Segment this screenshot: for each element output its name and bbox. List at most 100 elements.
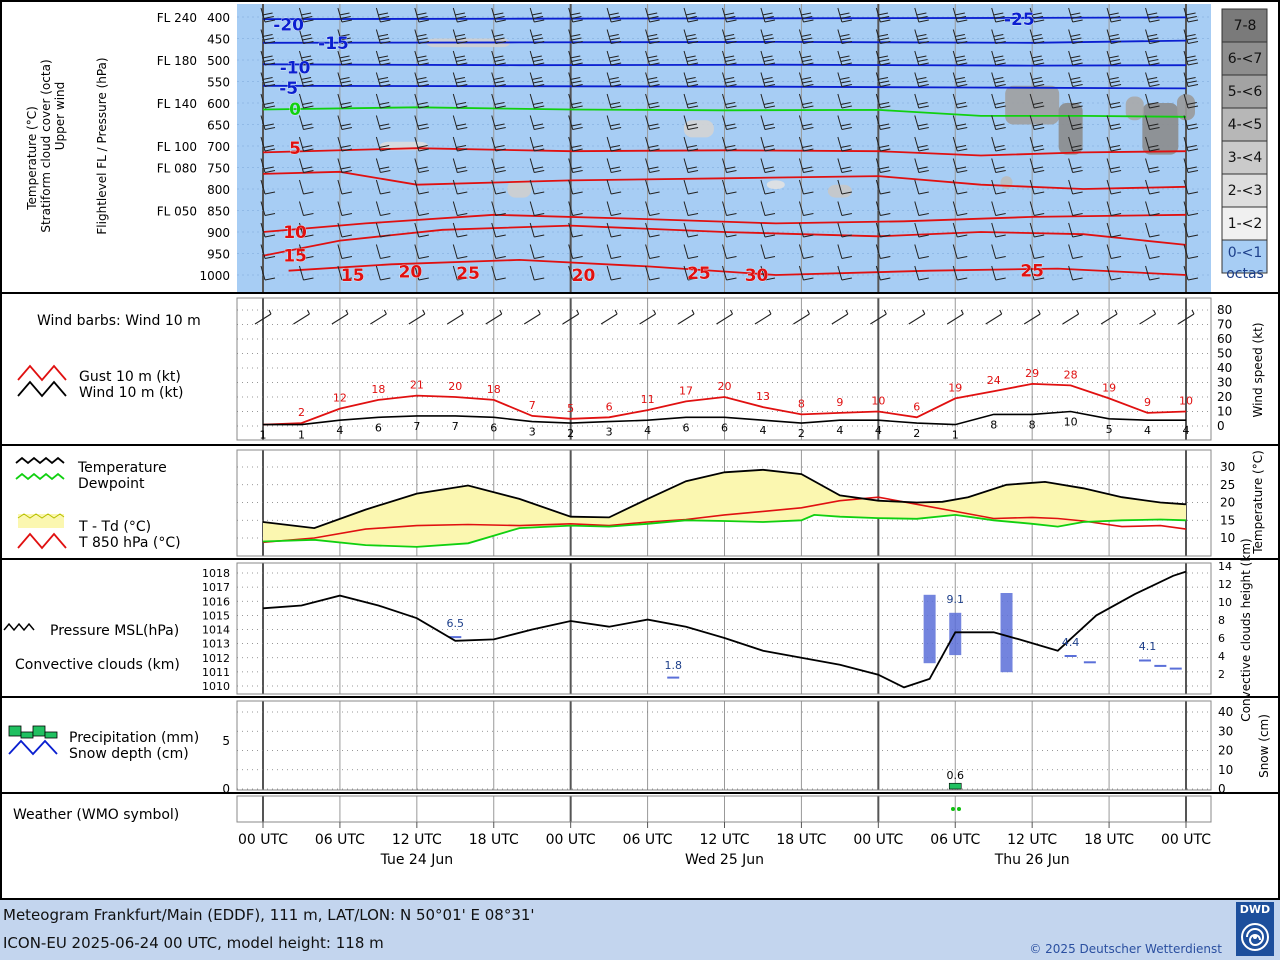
wind-value-label: 6: [683, 421, 690, 434]
upper-wind-barb: [914, 72, 929, 87]
pressure-level-label: 900: [207, 226, 230, 240]
upper-wind-barb: [568, 136, 583, 152]
upper-wind-barb: [1068, 179, 1083, 195]
isotherm-line: [262, 84, 1187, 90]
upper-wind-barb: [414, 136, 429, 152]
upper-wind-barb: [722, 72, 737, 87]
isotherm-line: [288, 258, 1187, 276]
gust-value-label: 5: [567, 402, 574, 415]
isotherm-label: 20: [572, 266, 596, 286]
wind-value-label: 10: [1064, 416, 1078, 429]
upper-wind-barb: [1106, 222, 1122, 238]
upper-wind-barb: [452, 7, 468, 23]
upper-wind-barb: [722, 93, 737, 109]
upper-wind-barb: [952, 244, 968, 259]
upper-wind-barb: [1068, 265, 1083, 281]
upper-wind-barb: [914, 244, 929, 259]
temperature-axis: 10 15 20 25 30: [1220, 460, 1235, 545]
cloud-scale-cell: [1221, 140, 1268, 175]
upper-wind-barb: [491, 201, 506, 216]
day-label: Thu 26 Jun: [994, 852, 1070, 868]
pressure-level-label: 800: [207, 183, 230, 197]
upper-wind-barb: [260, 201, 276, 216]
wind-value-label: 4: [875, 424, 882, 437]
cloud-scale-label: 4-<5: [1228, 117, 1263, 133]
time-axis-label: 12 UTC: [699, 832, 749, 848]
upper-wind-barb: [722, 158, 737, 173]
upper-wind-barb: [337, 158, 353, 173]
precip-legend-icon-4: [44, 731, 58, 739]
upper-wind-barb: [260, 115, 276, 130]
wind-value-label: 4: [1183, 424, 1190, 437]
upper-wind-barb: [991, 93, 1006, 109]
upper-wind-barb: [491, 72, 506, 87]
upper-wind-barb: [645, 158, 660, 173]
upper-wind-barb: [298, 93, 314, 109]
cloud-scale-cell: [1221, 41, 1268, 76]
gust-value-label: 21: [410, 379, 424, 392]
precip-axis-tick: 5: [222, 734, 230, 748]
snow-axis-label: Snow (cm): [1257, 714, 1271, 778]
cloud-scale-label: 3-<4: [1228, 150, 1263, 166]
upper-wind-barb: [568, 179, 583, 195]
upper-wind-barb: [1145, 7, 1160, 23]
upper-wind-barb: [837, 222, 852, 238]
upper-wind-barb: [875, 93, 891, 109]
pressure-level-label: 500: [207, 54, 230, 68]
upper-wind-barb: [606, 222, 622, 238]
wind-value-label: 7: [452, 420, 459, 433]
gust-value-label: 28: [1064, 368, 1078, 381]
wind-value-label: 6: [375, 421, 382, 434]
upper-wind-barb: [952, 7, 968, 23]
cloud-cover-scale: 7-8 6-<7 5-<6 4-<5 3-<4 2-<3 1-<2 0-<1 octas: [1221, 8, 1268, 282]
wind-barb-10m: [1177, 309, 1195, 325]
snow-axis-tick: 10: [1218, 763, 1233, 777]
flight-level-label: FL 240: [157, 11, 197, 25]
flight-level-label: FL 050: [157, 205, 197, 219]
upper-wind-barb: [452, 179, 468, 195]
upper-wind-barb: [683, 72, 699, 87]
cloud-patch: [1177, 94, 1195, 121]
upper-axis-label: Flightlevel FL / Pressure (hPa): [95, 57, 109, 234]
upper-wind-barb: [260, 179, 276, 195]
upper-wind-barb: [1183, 50, 1199, 66]
upper-wind-barb: [1145, 158, 1160, 173]
upper-wind-barb: [798, 222, 814, 238]
upper-wind-barb: [760, 222, 776, 238]
upper-wind-barb: [414, 72, 429, 87]
upper-wind-barb: [952, 93, 968, 109]
upper-wind-barb: [1145, 50, 1160, 66]
upper-wind-barb: [375, 93, 391, 109]
isotherm-label: -25: [1004, 10, 1035, 30]
wind-gridlines: [236, 297, 1212, 441]
upper-wind-barb: [991, 201, 1006, 216]
upper-wind-barb: [645, 29, 660, 44]
upper-wind-barb: [952, 265, 968, 281]
upper-wind-barb: [529, 50, 545, 66]
upper-wind-barb: [645, 115, 660, 130]
upper-wind-barb: [1106, 265, 1122, 281]
upper-wind-barb: [491, 179, 506, 195]
upper-wind-barb: [798, 93, 814, 109]
wind-value-label: 2: [913, 427, 920, 440]
upper-wind-barb: [452, 265, 468, 281]
upper-wind-barb: [1145, 136, 1160, 152]
upper-wind-barb: [1183, 201, 1199, 216]
wind-barb-10m: [331, 309, 349, 325]
pressure-axis-tick: 1016: [202, 595, 230, 608]
dwd-logo: DWD: [1236, 902, 1274, 956]
gust-value-label: 9: [1144, 396, 1151, 409]
upper-wind-barb: [1029, 29, 1045, 44]
convective-cloud-label: 4.1: [1139, 640, 1157, 653]
upper-wind-barb: [952, 72, 968, 87]
wind-value-label: 8: [990, 418, 997, 431]
upper-wind-barb: [1068, 222, 1083, 238]
convective-axis-tick: 14: [1218, 560, 1232, 573]
pressure-axis: 1010101110121013101410151016101710182468…: [202, 560, 1232, 693]
upper-wind-barb: [952, 179, 968, 195]
isotherm-label: 15: [283, 247, 307, 267]
gust-line: [262, 382, 1187, 426]
upper-wind-barb: [760, 93, 776, 109]
upper-wind-barb: [1145, 29, 1160, 44]
upper-wind-barb: [722, 115, 737, 130]
